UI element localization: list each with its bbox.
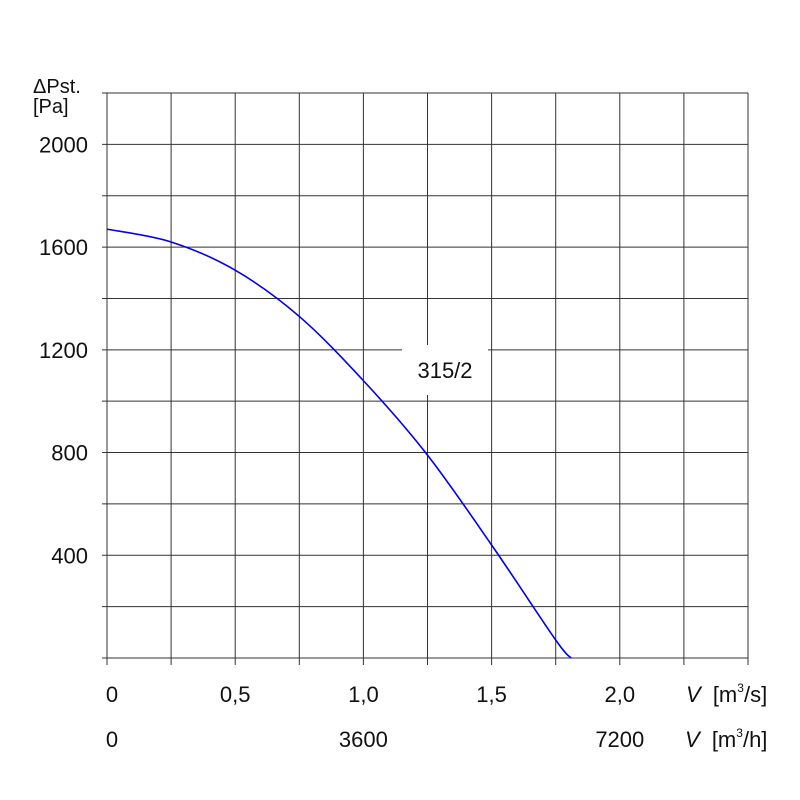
series-label-315-2: 315/2 [417, 358, 472, 383]
x-axis-secondary-label: V [m3/h] [685, 726, 767, 752]
y-tick-label: 400 [51, 543, 88, 568]
series-line-315-2 [106, 228, 572, 659]
tick-labels: 400 800 1200 1600 2000 0 0,5 1,0 1,5 2,0 0 3600 7200 [39, 132, 644, 752]
y-tick-label: 1200 [39, 338, 88, 363]
y-axis-unit: [Pa] [33, 96, 69, 118]
x-tick-label-secondary: 3600 [339, 727, 388, 752]
x-tick-label-primary: 0,5 [220, 682, 251, 707]
x-tick-label-secondary: 0 [106, 727, 118, 752]
axis-labels: ΔPst. [Pa] V [m3/s] V [m3/h] [33, 76, 767, 752]
series-label-background [402, 345, 488, 395]
x-tick-label-primary: 0 [106, 682, 118, 707]
y-tick-label: 800 [51, 441, 88, 466]
y-axis-symbol: ΔPst. [33, 76, 81, 98]
y-tick-label: 1600 [39, 235, 88, 260]
series-layer: 315/2 [106, 228, 572, 659]
x-tick-label-primary: 1,5 [476, 682, 507, 707]
x-axis-primary-label: V [m3/s] [686, 681, 767, 707]
x-tick-label-primary: 1,0 [348, 682, 379, 707]
y-tick-label: 2000 [39, 132, 88, 157]
x-tick-label-secondary: 7200 [595, 727, 644, 752]
x-tick-label-primary: 2,0 [605, 682, 636, 707]
